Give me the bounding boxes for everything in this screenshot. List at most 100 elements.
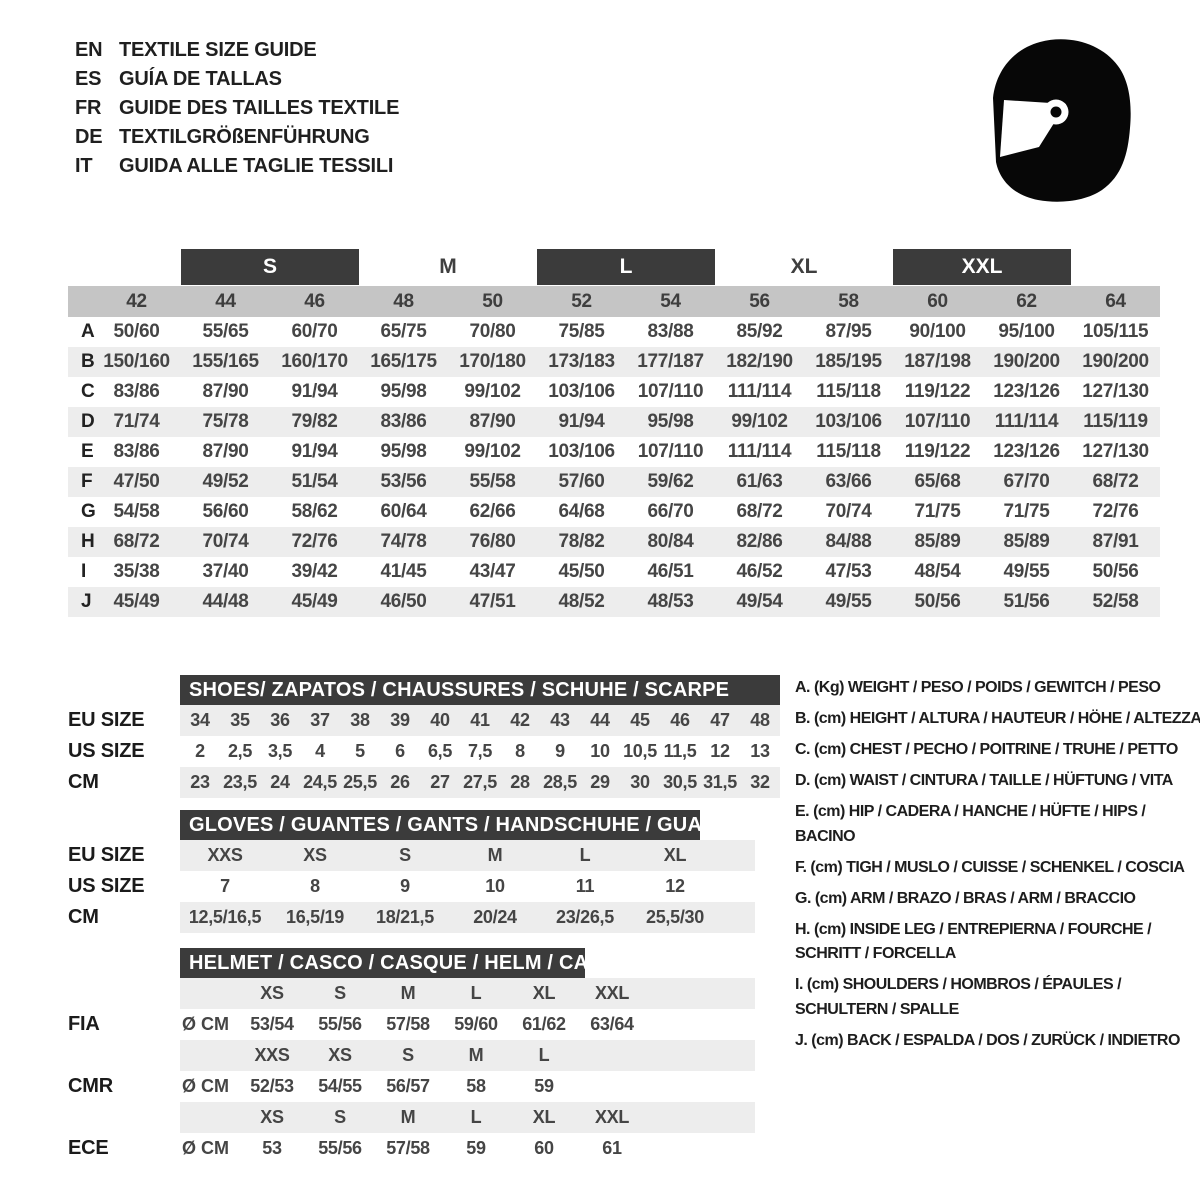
- value-cell: 55/56: [318, 1138, 362, 1158]
- legend-item: A. (Kg) WEIGHT / PESO / POIDS / GEWITCH …: [795, 679, 1161, 696]
- value-cell: 95/100: [998, 321, 1055, 342]
- size-group-xxl: XXL: [893, 249, 1071, 285]
- value-cell: 45: [630, 710, 650, 730]
- row-label: ECE: [68, 1137, 109, 1159]
- language-title: GUÍA DE TALLAS: [119, 68, 282, 90]
- value-cell: 80/84: [647, 531, 694, 552]
- size-cell: S: [334, 1107, 346, 1127]
- row-label: CMR: [68, 1075, 113, 1097]
- value-cell: 53/54: [250, 1014, 294, 1034]
- table-row-j: J 45/49 44/48 45/49 46/50 47/51 48/52 48/53 49/5…: [68, 587, 1160, 617]
- value-cell: 28,5: [543, 772, 577, 792]
- value-cell: 76/80: [469, 531, 516, 552]
- value-cell: 187/198: [904, 351, 971, 372]
- value-cell: 51/56: [1003, 591, 1050, 612]
- value-cell: 26: [390, 772, 410, 792]
- value-cell: 48/53: [647, 591, 694, 612]
- value-cell: 155/165: [192, 351, 259, 372]
- value-cell: 46/52: [736, 561, 783, 582]
- value-cell: 85/89: [914, 531, 961, 552]
- legend-item: J. (cm) BACK / ESPALDA / DOS / ZURÜCK / …: [795, 1031, 1180, 1049]
- value-cell: 10,5: [623, 741, 657, 761]
- table-row-e: E 83/86 87/90 91/94 95/98 99/102 103/106 107/11…: [68, 437, 1160, 467]
- language-code: IT: [75, 155, 93, 177]
- value-cell: 41/45: [380, 561, 427, 582]
- value-cell: 49/55: [1003, 561, 1050, 582]
- value-cell: 68/72: [113, 531, 160, 552]
- value-cell: 61: [602, 1138, 622, 1158]
- row-values: XS S M L XL XXL: [180, 978, 755, 1009]
- language-row: FR GUIDE DES TAILLES TEXTILE: [75, 94, 399, 123]
- value-cell: 23: [190, 772, 210, 792]
- value-cell: 60/64: [380, 501, 427, 522]
- size-cell: XS: [328, 1045, 352, 1065]
- value-cell: 99/102: [731, 411, 788, 432]
- size-groups-row: S M L XL XXL: [68, 249, 1160, 286]
- value-cell: 61/62: [522, 1014, 566, 1034]
- value-cell: 4: [315, 741, 325, 761]
- value-cell: 66/70: [647, 501, 694, 522]
- size-cell: XL: [532, 983, 556, 1003]
- value-cell: 16,5/19: [286, 907, 344, 927]
- value-cell: 46: [670, 710, 690, 730]
- size-group-s: S: [181, 249, 359, 285]
- row-label: CM: [68, 906, 99, 928]
- value-cell: 119/122: [904, 381, 971, 402]
- value-cell: 2,5: [227, 741, 253, 761]
- legend-item: D. (cm) WAIST / CINTURA / TAILLE / HÜFTU…: [795, 772, 1173, 789]
- size-group-l: L: [537, 249, 715, 285]
- helmet-table: HELMET / CASCO / CASQUE / HELM / CASCO X…: [68, 948, 755, 1164]
- main-table-body: A 50/60 55/65 60/70 65/75 70/80 75/85 83/88 85/9…: [68, 317, 1160, 617]
- value-cell: 48: [750, 710, 770, 730]
- table-row-f: F 47/50 49/52 51/54 53/56 55/58 57/60 59/62 61/6…: [68, 467, 1160, 497]
- value-cell: 45/49: [113, 591, 160, 612]
- language-code: ES: [75, 68, 102, 90]
- value-cell: 115/119: [1083, 411, 1148, 432]
- value-cell: 6: [395, 741, 405, 761]
- language-row: EN TEXTILE SIZE GUIDE: [75, 36, 399, 65]
- value-cell: 51/54: [291, 471, 338, 492]
- value-cell: 62/66: [469, 501, 516, 522]
- value-cell: 43/47: [469, 561, 516, 582]
- value-cell: 55/56: [318, 1014, 362, 1034]
- value-cell: 48/52: [558, 591, 605, 612]
- value-cell: 111/114: [994, 411, 1059, 432]
- lower-tables: SHOES/ ZAPATOS / CHAUSSURES / SCHUHE / S…: [68, 675, 782, 1180]
- value-cell: 27: [430, 772, 450, 792]
- value-cell: 20/24: [473, 907, 517, 927]
- size-row-us-size: US SIZE 2 2,5 3,5 4 5 6 6,5 7,5 8 9 10 10,5 11,5 12 13: [68, 736, 780, 767]
- unit-cell: Ø CM: [182, 1076, 229, 1096]
- size-cell: L: [470, 1107, 482, 1127]
- size-cell: XS: [260, 983, 284, 1003]
- size-cell: L: [470, 983, 482, 1003]
- row-label: C: [81, 381, 95, 402]
- row-values: Ø CM 53 55/56 57/58 59 60 61: [180, 1133, 755, 1164]
- value-cell: 59/60: [454, 1014, 498, 1034]
- numeric-size: 44: [215, 290, 236, 312]
- value-cell: 7,5: [467, 741, 493, 761]
- table-row-g: G 54/58 56/60 58/62 60/64 62/66 64/68 66/70 68/7…: [68, 497, 1160, 527]
- row-label: B: [81, 351, 95, 372]
- table-row-i: I 35/38 37/40 39/42 41/45 43/47 45/50 46/51 46/5…: [68, 557, 1160, 587]
- size-row-us-size: US SIZE 7 8 9 10 11 12: [68, 871, 755, 902]
- value-cell: 49/55: [825, 591, 872, 612]
- language-code: DE: [75, 126, 103, 148]
- language-title: GUIDE DES TAILLES TEXTILE: [119, 97, 400, 119]
- row-label: EU SIZE: [68, 709, 145, 731]
- value-cell: 34: [190, 710, 210, 730]
- size-cell: XXS: [254, 1045, 290, 1065]
- value-cell: 87/91: [1092, 531, 1139, 552]
- value-cell: 18/21,5: [376, 907, 434, 927]
- numeric-size: 58: [838, 290, 859, 312]
- value-cell: 54/58: [113, 501, 160, 522]
- value-cell: 12,5/16,5: [188, 907, 262, 927]
- legend-item: E. (cm) HIP / CADERA / HANCHE / HÜFTE / …: [795, 803, 1146, 845]
- value-cell: 37/40: [202, 561, 249, 582]
- value-cell: 123/126: [993, 441, 1060, 462]
- value-cell: 12: [665, 876, 685, 896]
- value-cell: 2: [195, 741, 205, 761]
- legend-item: C. (cm) CHEST / PECHO / POITRINE / TRUHE…: [795, 741, 1178, 758]
- value-cell: 60: [534, 1138, 554, 1158]
- value-cell: 68/72: [736, 501, 783, 522]
- value-cell: 53: [262, 1138, 282, 1158]
